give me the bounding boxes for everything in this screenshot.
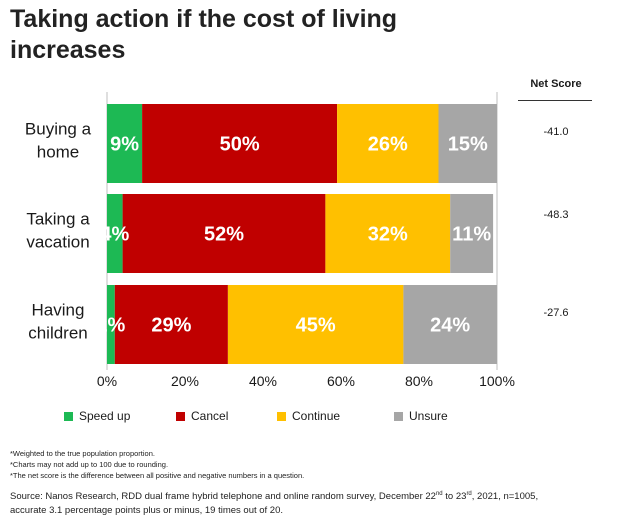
legend-label-cancel: Cancel bbox=[191, 409, 229, 423]
data-label-having-children-continue: 45% bbox=[296, 315, 336, 337]
legend-cancel: Cancel bbox=[176, 409, 228, 423]
data-label-buying-home-continue: 26% bbox=[368, 134, 408, 156]
legend-swatch-continue bbox=[277, 411, 286, 421]
data-label-buying-home-unsure: 15% bbox=[448, 134, 488, 156]
legend-label-unsure: Unsure bbox=[409, 409, 448, 423]
net-score-having-children: -27.6 bbox=[543, 307, 569, 319]
category-label-buying-home-line-1: Buying a bbox=[25, 120, 92, 139]
bar-buying-home-continue bbox=[337, 104, 439, 183]
legend-swatch-unsure bbox=[394, 411, 403, 421]
category-label-having-children-line-1: Having bbox=[32, 301, 85, 320]
legend-speed-up: Speed up bbox=[64, 409, 130, 423]
net-score-buying-home: -41.0 bbox=[543, 126, 569, 138]
stacked-bar-chart: 9% 50% 26% 15% 4% 52% 32% 11% 2% 29% 45% 24% Buying… bbox=[25, 92, 515, 389]
bar-taking-vacation-speed-up bbox=[107, 194, 123, 273]
x-tick-label-2: 40% bbox=[249, 373, 277, 389]
x-tick-label-4: 80% bbox=[405, 373, 433, 389]
data-label-taking-vacation-unsure: 11% bbox=[452, 224, 491, 246]
category-label-taking-vacation-line-1: Taking a bbox=[26, 210, 90, 229]
x-tick-label-0: 0% bbox=[97, 373, 117, 389]
legend-label-continue: Continue bbox=[292, 409, 341, 423]
legend-swatch-cancel bbox=[176, 411, 185, 421]
category-label-buying-home-line-2: home bbox=[37, 143, 80, 162]
data-label-having-children-cancel: 29% bbox=[151, 315, 191, 337]
net-score-taking-vacation: -48.3 bbox=[543, 209, 569, 221]
category-label-taking-vacation-line-2: vacation bbox=[26, 233, 89, 252]
x-tick-label-1: 20% bbox=[171, 373, 199, 389]
data-label-buying-home-cancel: 50% bbox=[220, 134, 260, 156]
data-label-having-children-unsure: 24% bbox=[430, 315, 470, 337]
bar-having-children-continue bbox=[227, 285, 404, 364]
category-label-having-children-line-2: children bbox=[28, 324, 88, 343]
bar-buying-home-unsure bbox=[438, 104, 497, 183]
footnote-weighting: *Weighted to the true population proport… bbox=[10, 449, 155, 458]
bar-buying-home-speed-up bbox=[107, 104, 143, 183]
bar-having-children-unsure bbox=[403, 285, 497, 364]
footnote-rounding: *Charts may not add up to 100 due to rou… bbox=[10, 460, 169, 469]
net-score-header: Net Score bbox=[530, 78, 582, 90]
bar-taking-vacation-unsure bbox=[450, 194, 494, 273]
bar-taking-vacation-continue bbox=[325, 194, 451, 273]
bar-taking-vacation-cancel bbox=[122, 194, 326, 273]
x-tick-label-3: 60% bbox=[327, 373, 355, 389]
legend-swatch-speed-up bbox=[64, 411, 73, 421]
net-score-rule bbox=[518, 100, 592, 101]
footnote-net-score: *The net score is the difference between… bbox=[10, 471, 305, 480]
source-line-2: accurate 3.1 percentage points plus or m… bbox=[10, 505, 284, 516]
legend-unsure: Unsure bbox=[394, 409, 448, 423]
data-label-buying-home-speed-up: 9% bbox=[110, 134, 139, 156]
legend-continue: Continue bbox=[277, 409, 340, 423]
chart-title: Taking action if the cost of living incr… bbox=[10, 5, 398, 64]
source-line-1: Source: Nanos Research, RDD dual frame h… bbox=[10, 491, 539, 503]
data-label-taking-vacation-speed-up: 4% bbox=[100, 224, 129, 246]
bar-buying-home-cancel bbox=[142, 104, 338, 183]
data-label-having-children-speed-up: 2% bbox=[96, 315, 125, 337]
x-tick-label-5: 100% bbox=[479, 373, 515, 389]
data-label-taking-vacation-continue: 32% bbox=[368, 224, 408, 246]
legend-label-speed-up: Speed up bbox=[79, 409, 131, 423]
bar-having-children-speed-up bbox=[107, 285, 115, 364]
bar-having-children-cancel bbox=[114, 285, 228, 364]
data-label-taking-vacation-cancel: 52% bbox=[204, 224, 244, 246]
